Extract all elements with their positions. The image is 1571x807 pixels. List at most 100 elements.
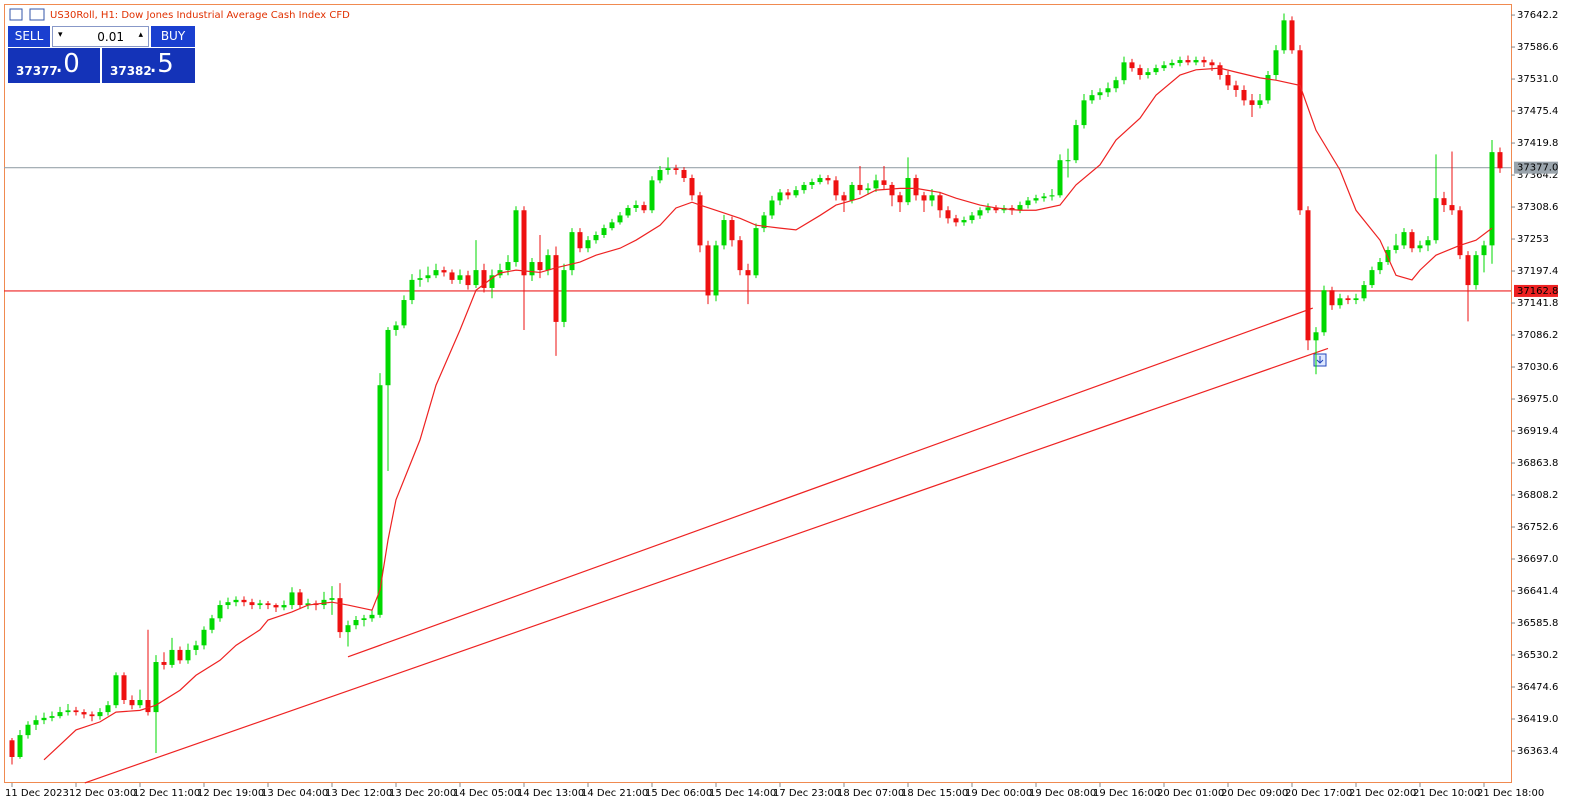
candle-body bbox=[841, 195, 847, 201]
candle-body bbox=[201, 629, 207, 646]
candle-body bbox=[1225, 75, 1231, 86]
price-label-box bbox=[1514, 161, 1558, 174]
plot-frame bbox=[4, 4, 1512, 783]
candle-body bbox=[1057, 160, 1063, 196]
candle-body bbox=[465, 275, 471, 286]
candle-body bbox=[1417, 245, 1423, 249]
candle-body bbox=[161, 662, 167, 665]
candle-body bbox=[1329, 290, 1335, 306]
candle-body bbox=[1169, 62, 1175, 66]
buy-button[interactable]: BUY bbox=[151, 26, 195, 47]
candle-body bbox=[729, 220, 735, 241]
candle-body bbox=[473, 270, 479, 286]
candle-body bbox=[265, 603, 271, 606]
trend-line bbox=[84, 347, 1329, 784]
candle-body bbox=[913, 178, 919, 196]
candle-body bbox=[953, 218, 959, 223]
candle-body bbox=[705, 245, 711, 296]
candle-body bbox=[697, 195, 703, 246]
candle-body bbox=[1073, 125, 1079, 161]
spin-down[interactable]: ▾ bbox=[58, 30, 63, 40]
bid-tail: .0 bbox=[55, 49, 80, 79]
candle-body bbox=[489, 275, 495, 288]
x-tick-label: 14 Dec 13:00 bbox=[517, 788, 584, 799]
candle-body bbox=[249, 602, 255, 606]
y-tick-label: 37197.4 bbox=[1517, 266, 1558, 277]
candle-body bbox=[57, 712, 63, 717]
candle-body bbox=[145, 700, 151, 713]
y-tick-label: 36808.2 bbox=[1517, 490, 1558, 501]
candle-body bbox=[593, 235, 599, 241]
candle-body bbox=[1297, 50, 1303, 211]
ask-tail: .5 bbox=[149, 49, 174, 79]
candle-body bbox=[441, 270, 447, 273]
candle-body bbox=[1281, 20, 1287, 51]
sell-button[interactable]: SELL bbox=[8, 26, 50, 47]
candle-body bbox=[1137, 68, 1143, 76]
x-tick-label: 18 Dec 15:00 bbox=[901, 788, 968, 799]
candle-body bbox=[809, 182, 815, 185]
x-tick-label: 20 Dec 17:00 bbox=[1285, 788, 1352, 799]
x-tick-label: 14 Dec 21:00 bbox=[581, 788, 648, 799]
y-tick-label: 37253 bbox=[1517, 234, 1549, 245]
y-tick-label: 37586.6 bbox=[1517, 42, 1558, 53]
candle-body bbox=[833, 180, 839, 196]
candle-body bbox=[1385, 249, 1391, 263]
candle-body bbox=[1345, 298, 1351, 301]
candle-body bbox=[1249, 100, 1255, 105]
y-tick-label: 37475.4 bbox=[1517, 106, 1558, 117]
icon bbox=[29, 8, 45, 21]
header-icons bbox=[9, 8, 45, 21]
candle-body bbox=[321, 599, 327, 606]
candle-body bbox=[905, 178, 911, 203]
candle-body bbox=[1273, 50, 1279, 76]
candle-body bbox=[1401, 232, 1407, 246]
candle-body bbox=[33, 720, 39, 725]
candle-body bbox=[1025, 200, 1031, 206]
x-tick-label: 19 Dec 08:00 bbox=[1029, 788, 1096, 799]
candle-body bbox=[577, 232, 583, 249]
candle-body bbox=[945, 210, 951, 219]
candle-body bbox=[121, 675, 127, 701]
candle-body bbox=[1185, 60, 1191, 63]
candle-body bbox=[921, 195, 927, 201]
y-tick-label: 37531.0 bbox=[1517, 74, 1558, 85]
y-tick-label: 36697.0 bbox=[1517, 554, 1558, 565]
candle-body bbox=[1017, 205, 1023, 211]
x-tick-label: 15 Dec 06:00 bbox=[645, 788, 712, 799]
candle-body bbox=[1145, 72, 1151, 76]
candle-body bbox=[1193, 60, 1199, 63]
candle-body bbox=[41, 717, 47, 721]
y-tick-label: 37030.6 bbox=[1517, 362, 1558, 373]
candle-body bbox=[353, 620, 359, 626]
volume-field[interactable]: ▾ 0.01 ▴ bbox=[52, 26, 149, 47]
candle-body bbox=[801, 184, 807, 191]
candle-body bbox=[737, 240, 743, 271]
candle-body bbox=[1353, 298, 1359, 301]
candle-body bbox=[1081, 100, 1087, 126]
candle-body bbox=[49, 716, 55, 718]
ask-box[interactable]: 37382 .5 bbox=[102, 48, 195, 83]
bid-box[interactable]: 37377 .0 bbox=[8, 48, 100, 83]
candle-body bbox=[1465, 255, 1471, 286]
candle-body bbox=[969, 215, 975, 221]
candle-body bbox=[17, 735, 23, 757]
candle-body bbox=[113, 675, 119, 706]
candle-body bbox=[793, 190, 799, 196]
price-label: 37162.8 bbox=[1517, 286, 1558, 297]
spin-up[interactable]: ▴ bbox=[138, 30, 143, 40]
candle-body bbox=[561, 270, 567, 322]
candle-body bbox=[1113, 80, 1119, 89]
candle-body bbox=[393, 325, 399, 330]
volume: 0.01 bbox=[97, 30, 124, 44]
candle-body bbox=[537, 262, 543, 271]
candle-body bbox=[217, 605, 223, 619]
candle-body bbox=[225, 602, 231, 606]
candle-body bbox=[337, 598, 343, 633]
candle-body bbox=[1241, 89, 1247, 101]
candle-body bbox=[1121, 62, 1127, 81]
trend-line bbox=[347, 307, 1314, 658]
candle-body bbox=[1409, 232, 1415, 249]
candle-body bbox=[1473, 255, 1479, 286]
